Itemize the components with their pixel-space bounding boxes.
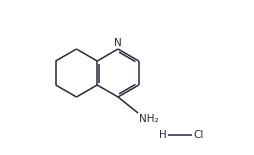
Text: Cl: Cl (193, 130, 203, 140)
Text: N: N (114, 38, 122, 47)
Text: H: H (159, 130, 167, 140)
Text: NH₂: NH₂ (139, 114, 159, 124)
